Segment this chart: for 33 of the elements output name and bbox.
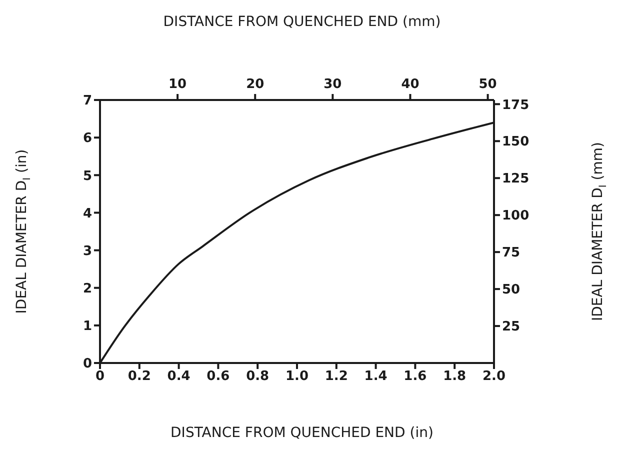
y-tick-label: 0: [82, 356, 92, 372]
x-tick-label: 1.4: [364, 369, 388, 384]
x2-tick-label: 50: [478, 77, 497, 92]
y2-tick-label: 50: [502, 282, 520, 298]
y2-tick-label: 125: [502, 172, 530, 187]
x2-axis-title: DISTANCE FROM QUENCHED END (mm): [163, 14, 441, 30]
y-tick-label: 4: [82, 206, 92, 222]
x2-tick-label: 30: [324, 77, 342, 92]
y-tick-label: 3: [82, 244, 92, 259]
x-tick-label: 0.4: [167, 369, 190, 384]
y-tick-label: 7: [82, 94, 92, 109]
x-tick-label: 1.6: [404, 369, 427, 384]
x2-tick-label: 40: [401, 77, 420, 92]
y2-tick-label: 25: [502, 320, 520, 335]
y2-tick-label: 100: [502, 208, 530, 224]
x-tick-label: 0.2: [128, 369, 151, 384]
y2-tick-label: 75: [502, 246, 520, 261]
x-tick-label: 2.0: [482, 369, 506, 384]
x-axis-title: DISTANCE FROM QUENCHED END (in): [170, 424, 434, 441]
y-tick-label: 5: [82, 168, 92, 184]
y2-tick-label: 150: [502, 134, 530, 150]
x-tick-label: 1.2: [324, 369, 348, 384]
x-tick-label: 1.8: [443, 369, 466, 384]
y-tick-label: 1: [82, 319, 92, 334]
x-tick-label: 0.6: [206, 369, 230, 384]
y-tick-label: 6: [82, 131, 92, 146]
x-tick-label: 1.0: [285, 369, 309, 384]
x2-tick-label: 10: [168, 77, 187, 92]
y2-tick-label: 175: [502, 98, 530, 113]
x-tick-label: 0: [95, 369, 105, 384]
x2-tick-label: 20: [246, 77, 264, 92]
x-tick-label: 0.8: [246, 369, 270, 384]
y-tick-label: 2: [82, 281, 92, 296]
